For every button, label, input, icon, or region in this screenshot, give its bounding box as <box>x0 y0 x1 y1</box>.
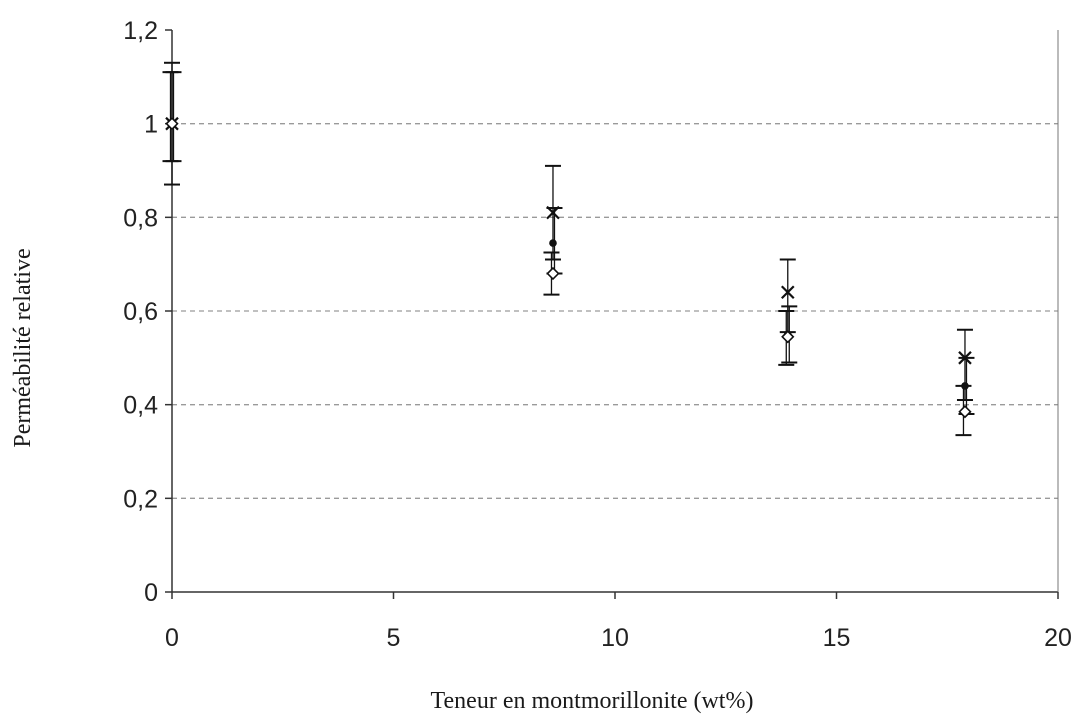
error-bar <box>162 71 179 163</box>
data-markers <box>165 116 972 419</box>
x-tick-label: 10 <box>601 624 629 652</box>
cross-marker <box>958 351 972 365</box>
diamond-marker <box>781 330 795 344</box>
x-tick-label: 0 <box>165 624 179 652</box>
y-tick-label: 1 <box>144 111 158 139</box>
error-bar <box>165 71 182 163</box>
y-tick-labels: 0 0,2 0,4 0,6 0,8 1 1,2 <box>123 17 172 607</box>
x-tick-label: 15 <box>823 624 851 652</box>
diamond-marker <box>546 266 560 281</box>
x-tick-label: 20 <box>1044 624 1072 652</box>
x-tick-label: 5 <box>387 624 401 652</box>
cross-marker <box>780 285 795 300</box>
x-axis-title: Teneur en montmorillonite (wt%) <box>431 688 754 714</box>
circle-marker <box>961 382 969 390</box>
diamond-marker <box>958 405 972 419</box>
y-tick-label: 0,4 <box>123 392 158 420</box>
y-tick-label: 0,8 <box>123 204 158 232</box>
y-tick-label: 0,2 <box>123 485 158 513</box>
error-bars <box>162 61 975 437</box>
y-tick-label: 1,2 <box>123 17 158 45</box>
y-tick-label: 0 <box>144 579 158 607</box>
y-tick-label: 0,6 <box>123 298 158 326</box>
error-bar <box>779 258 796 334</box>
x-tick-labels: 0 5 10 15 20 <box>165 592 1072 652</box>
y-axis-title: Perméabilité relative <box>10 248 36 447</box>
circle-marker <box>549 239 557 247</box>
cross-marker <box>546 205 560 220</box>
grid-lines <box>172 123 1058 499</box>
diamond-marker <box>165 117 179 131</box>
